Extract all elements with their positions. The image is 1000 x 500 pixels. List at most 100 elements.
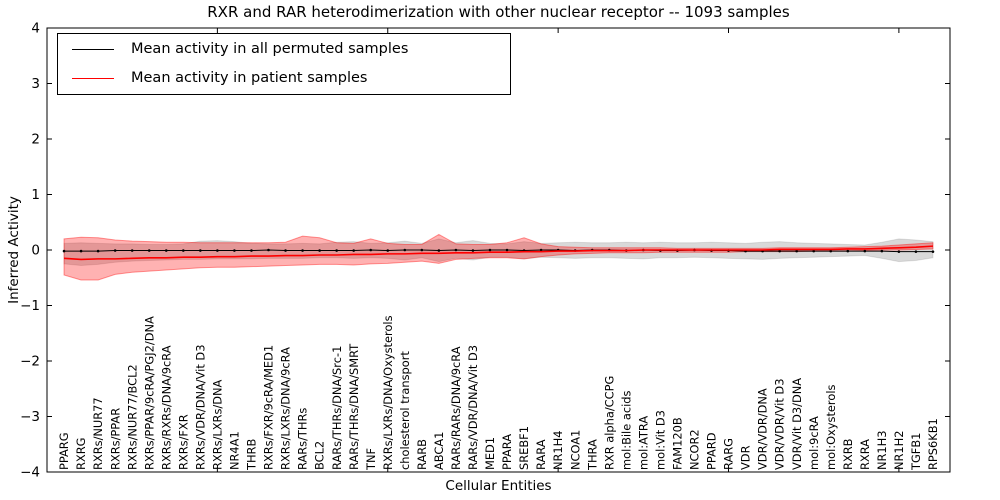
y-tick-label: −3 bbox=[20, 409, 40, 425]
data-point-marker bbox=[233, 249, 236, 252]
data-point-marker bbox=[829, 249, 833, 253]
x-category-label: RXRs/RXRs/DNA/9cRA bbox=[159, 345, 173, 470]
x-category-label: NR1H3 bbox=[875, 431, 889, 471]
x-category-label: ABCA1 bbox=[432, 432, 446, 470]
data-point-marker bbox=[318, 249, 321, 252]
y-tick-label: 0 bbox=[31, 243, 40, 259]
x-category-label: NR1H4 bbox=[551, 431, 565, 471]
x-category-label: RARs/RARs/DNA/9cRA bbox=[449, 346, 463, 470]
y-tick-label: −1 bbox=[20, 298, 40, 314]
x-category-label: RXRs/FXR bbox=[176, 414, 190, 470]
x-category-label: RXRs/FXR/9cRA/MED1 bbox=[262, 345, 276, 470]
x-category-label: NR4A1 bbox=[228, 431, 242, 470]
legend-item-permuted: Mean activity in all permuted samples bbox=[58, 37, 510, 63]
x-category-label: THRB bbox=[245, 439, 259, 471]
data-point-marker bbox=[147, 249, 151, 252]
x-category-label: RXRB bbox=[841, 438, 855, 470]
data-point-marker bbox=[216, 249, 219, 252]
x-category-label: RXRs/NUR77 bbox=[91, 397, 105, 470]
data-point-marker bbox=[437, 249, 441, 252]
x-category-label: RXRs/LXRs/DNA bbox=[210, 379, 224, 470]
permuted-mean-line bbox=[64, 249, 933, 253]
x-category-label: cholesterol transport bbox=[398, 351, 412, 470]
x-category-label: VDR bbox=[739, 445, 753, 470]
data-point-marker bbox=[250, 249, 253, 252]
data-point-marker bbox=[897, 250, 901, 253]
x-category-label: mol:Bile acids bbox=[619, 391, 633, 470]
x-category-label: TNF bbox=[364, 448, 378, 471]
chart-title: RXR and RAR heterodimerization with othe… bbox=[207, 3, 790, 21]
x-category-label: NCOA1 bbox=[568, 430, 582, 470]
data-point-marker bbox=[863, 249, 867, 253]
x-category-label: RARs/THRs/DNA/Src-1 bbox=[330, 346, 344, 470]
data-point-marker bbox=[284, 249, 287, 252]
x-category-label: RXRs/NUR77/BCL2 bbox=[125, 364, 139, 470]
data-point-marker bbox=[199, 249, 202, 252]
x-category-label: TGFB1 bbox=[909, 433, 923, 471]
y-tick-label: 2 bbox=[31, 132, 40, 148]
x-category-label: NR1H2 bbox=[892, 431, 906, 471]
x-axis-label: Cellular Entities bbox=[445, 478, 552, 494]
x-category-label: RXRs/PPAR bbox=[108, 408, 122, 470]
x-category-label: PPARA bbox=[500, 434, 514, 470]
data-point-marker bbox=[164, 249, 168, 252]
x-category-label: RXRs/LXRs/DNA/Oxysterols bbox=[381, 315, 395, 470]
data-point-marker bbox=[96, 249, 100, 253]
x-category-label: RARB bbox=[415, 439, 429, 470]
y-axis-label: Inferred Activity bbox=[6, 196, 22, 304]
legend: Mean activity in all permuted samples Me… bbox=[57, 33, 511, 95]
x-category-label: mol:Vit D3 bbox=[653, 410, 667, 470]
data-point-marker bbox=[113, 249, 117, 252]
data-point-marker bbox=[931, 250, 935, 253]
x-category-label: RARs/THRs/DNA/SMRT bbox=[347, 344, 361, 470]
legend-label-permuted: Mean activity in all permuted samples bbox=[131, 41, 409, 58]
x-category-label: RXRs/VDR/DNA/Vit D3 bbox=[193, 345, 207, 470]
patient-band bbox=[63, 233, 934, 281]
x-category-label: PPARD bbox=[705, 432, 719, 470]
x-category-label: mol:9cRA bbox=[807, 416, 821, 470]
data-point-marker bbox=[846, 249, 850, 253]
data-point-marker bbox=[335, 249, 338, 252]
data-point-marker bbox=[386, 249, 390, 252]
x-category-label: VDR/VDR/Vit D3 bbox=[773, 379, 787, 470]
patient-mean-line bbox=[63, 245, 934, 261]
x-category-label: VDR/Vit D3/DNA bbox=[790, 378, 804, 470]
data-point-marker bbox=[62, 249, 66, 253]
x-category-label: RARs/THRs bbox=[296, 408, 310, 470]
patient-line-swatch bbox=[72, 77, 114, 79]
data-point-marker bbox=[130, 249, 134, 252]
x-category-label: NCOR2 bbox=[688, 429, 702, 470]
data-point-marker bbox=[488, 248, 492, 252]
data-point-marker bbox=[369, 248, 373, 252]
data-point-marker bbox=[267, 248, 270, 252]
data-point-marker bbox=[539, 248, 543, 252]
x-category-label: RXRG bbox=[74, 438, 88, 470]
permuted-line-swatch bbox=[72, 49, 114, 51]
legend-item-patient: Mean activity in patient samples bbox=[58, 65, 510, 91]
data-point-marker bbox=[403, 248, 407, 252]
data-point-marker bbox=[914, 250, 918, 253]
data-point-marker bbox=[505, 248, 509, 252]
y-tick-label: 4 bbox=[31, 21, 40, 37]
x-category-label: mol:Oxysterols bbox=[824, 385, 838, 470]
data-point-marker bbox=[182, 249, 185, 252]
x-category-label: VDR/VDR/DNA bbox=[756, 388, 770, 470]
x-category-label: FAM120B bbox=[671, 417, 685, 470]
x-category-label: RXRs/PPAR/9cRA/PGJ2/DNA bbox=[142, 316, 156, 470]
x-category-label: mol:ATRA bbox=[636, 416, 650, 470]
data-point-marker bbox=[454, 248, 458, 252]
y-tick-label: 1 bbox=[31, 187, 40, 203]
data-point-marker bbox=[812, 249, 815, 253]
data-point-marker bbox=[79, 249, 83, 253]
data-point-marker bbox=[880, 249, 884, 253]
data-point-marker bbox=[420, 248, 424, 252]
x-category-label: MED1 bbox=[483, 437, 497, 470]
x-category-label: RARA bbox=[534, 439, 548, 470]
data-point-marker bbox=[301, 249, 304, 252]
x-category-label: THRA bbox=[585, 439, 599, 471]
x-category-label: RARG bbox=[722, 438, 736, 470]
x-category-label: RXR alpha/CCPG bbox=[602, 376, 616, 470]
data-point-marker bbox=[471, 249, 475, 252]
